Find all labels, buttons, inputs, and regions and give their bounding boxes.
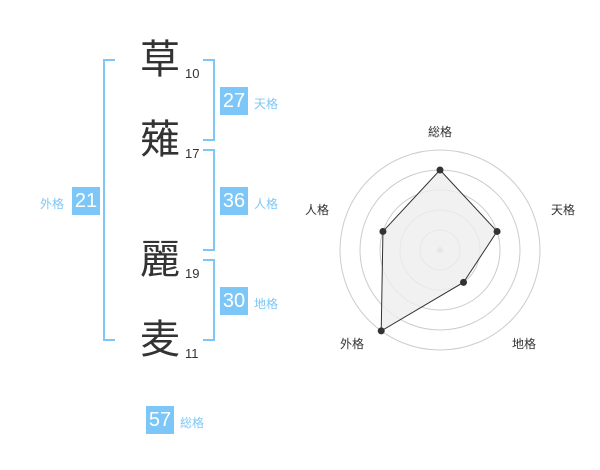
radar-label-chikaku: 地格	[512, 337, 537, 351]
gaikaku-label: 外格	[40, 197, 65, 211]
radar-point-0	[436, 166, 444, 174]
name-char-2: 薙	[140, 117, 180, 163]
radar-polygon	[380, 169, 498, 332]
radar-label-tenkaku: 天格	[551, 203, 576, 217]
radar-point-3	[377, 327, 385, 335]
soukaku-label: 総格	[180, 416, 205, 430]
chikaku-label: 地格	[254, 297, 279, 311]
jinkaku-value: 36	[220, 187, 248, 215]
tenkaku-value: 27	[220, 87, 248, 115]
radar-label-gaikaku: 外格	[340, 337, 365, 351]
radar-point-2	[460, 278, 468, 286]
chikaku-bracket	[203, 259, 215, 341]
gaikaku-bracket	[103, 59, 115, 341]
stroke-count-1: 10	[185, 66, 200, 81]
stroke-count-3: 19	[185, 266, 200, 281]
tenkaku-label: 天格	[254, 97, 279, 111]
tenkaku-bracket	[203, 59, 215, 141]
radar-ring	[339, 149, 541, 351]
name-char-1: 草	[140, 37, 180, 83]
gaikaku-value: 21	[72, 187, 100, 215]
stroke-count-4: 11	[185, 346, 199, 361]
stroke-count-2: 17	[185, 146, 200, 161]
soukaku-value: 57	[146, 406, 174, 434]
chikaku-value: 30	[220, 287, 248, 315]
radar-point-4	[379, 227, 387, 235]
radar-label-soukaku: 総格	[428, 125, 453, 139]
jinkaku-bracket	[203, 149, 215, 251]
radar-point-1	[493, 227, 501, 235]
name-char-4: 麦	[140, 317, 180, 363]
name-char-3: 麗	[140, 237, 180, 283]
jinkaku-label: 人格	[254, 197, 279, 211]
radar-label-jinkaku: 人格	[305, 203, 330, 217]
